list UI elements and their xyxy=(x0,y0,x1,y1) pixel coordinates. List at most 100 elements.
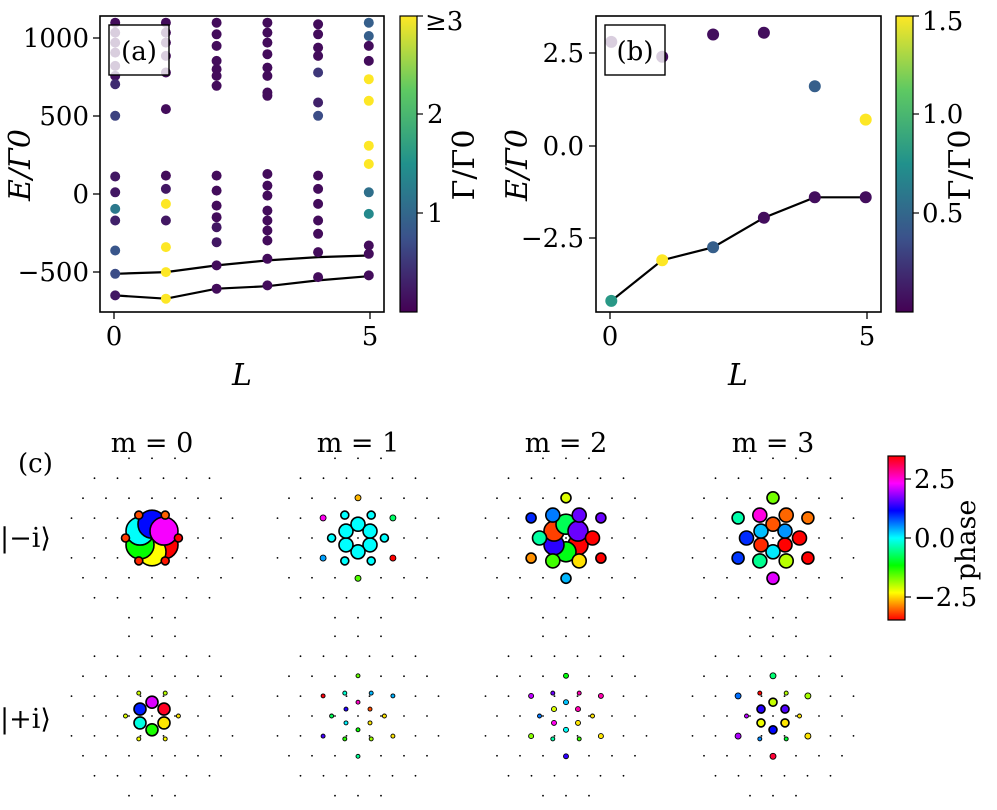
lattice-site xyxy=(576,695,579,697)
amplitude-marker xyxy=(563,753,569,760)
lattice-site xyxy=(645,695,648,697)
lattice-site xyxy=(795,715,797,717)
lattice-plus-m3 xyxy=(691,635,855,797)
amplitude-marker xyxy=(751,507,768,523)
column-title-m2: m = 2 xyxy=(525,428,608,459)
data-point xyxy=(363,95,374,106)
lattice-site xyxy=(368,774,371,777)
lattice-site xyxy=(714,695,717,697)
lattice-site xyxy=(174,497,176,500)
amplitude-marker xyxy=(368,690,374,696)
data-point xyxy=(211,170,222,181)
amplitude-marker xyxy=(780,704,790,714)
amplitude-marker xyxy=(801,551,815,565)
lattice-site xyxy=(93,695,96,697)
data-point xyxy=(313,272,324,283)
lattice-site xyxy=(368,695,371,697)
colorbar-b-label: Γ/Γ0 xyxy=(943,130,978,201)
lattice-site xyxy=(496,537,498,539)
y-tick-label: −500 xyxy=(18,258,89,288)
lattice-site xyxy=(714,517,717,519)
amplitude-marker xyxy=(134,510,144,520)
lattice-site xyxy=(93,774,96,777)
lattice-site xyxy=(231,557,234,559)
lattice-site xyxy=(380,754,382,757)
amplitude-marker xyxy=(320,733,326,739)
colorbar-a-tick: 2 xyxy=(427,100,444,130)
amplitude-marker xyxy=(157,716,171,730)
lattice-site xyxy=(299,774,302,777)
data-point xyxy=(262,235,273,246)
amplitude-marker xyxy=(575,719,581,726)
lattice-site xyxy=(174,576,176,579)
lattice-site xyxy=(70,557,73,559)
lattice-site xyxy=(714,477,717,480)
lattice-site xyxy=(588,616,590,619)
row-label-minus: |−i⟩ xyxy=(0,523,51,554)
lattice-site xyxy=(852,557,855,559)
lattice-site xyxy=(588,457,590,460)
amplitude-marker xyxy=(162,690,168,696)
data-point xyxy=(110,203,121,214)
lattice-site xyxy=(553,477,556,480)
lattice-site xyxy=(208,517,211,519)
lattice-site xyxy=(703,537,705,539)
x-tick-label: 0 xyxy=(106,322,123,352)
amplitude-marker xyxy=(576,690,582,696)
amplitude-marker xyxy=(133,702,147,716)
panel-b-yticks: 2.5 0.0 −2.5 xyxy=(521,39,596,254)
lattice-site xyxy=(426,497,428,500)
amplitude-marker xyxy=(173,533,184,543)
data-point xyxy=(262,253,273,264)
lattice-site xyxy=(437,557,440,559)
lattice-site xyxy=(426,754,428,757)
lattice-site xyxy=(772,794,774,797)
lattice-site xyxy=(185,695,188,697)
amplitude-marker xyxy=(120,533,131,543)
lattice-site xyxy=(519,537,521,539)
lattice-site xyxy=(565,537,567,539)
amplitude-marker xyxy=(769,672,777,680)
lattice-site xyxy=(588,576,590,579)
lattice-site xyxy=(519,675,521,678)
lattice-site xyxy=(622,517,625,519)
amplitude-marker xyxy=(563,699,569,706)
lattice-site xyxy=(542,754,544,757)
amplitude-marker xyxy=(145,695,159,710)
lattice-site xyxy=(116,557,119,559)
data-point xyxy=(363,270,374,281)
y-tick-label: 0.0 xyxy=(543,132,584,162)
amplitude-marker xyxy=(368,736,374,742)
lattice-site xyxy=(645,557,648,559)
amplitude-marker xyxy=(175,713,181,719)
lattice-site xyxy=(345,596,348,599)
data-point xyxy=(313,228,324,239)
amplitude-marker xyxy=(525,552,537,564)
data-point xyxy=(211,80,222,91)
lattice-site xyxy=(128,715,130,717)
amplitude-marker xyxy=(590,713,595,719)
lattice-site xyxy=(772,457,774,460)
lattice-site xyxy=(542,794,544,797)
lattice-site xyxy=(484,695,487,697)
lattice-site xyxy=(380,616,382,619)
lattice-site xyxy=(116,655,119,658)
lattice-site xyxy=(507,557,510,559)
lattice-site xyxy=(622,596,625,599)
lattice-site xyxy=(829,557,832,559)
amplitude-marker xyxy=(326,533,337,543)
lattice-site xyxy=(749,754,751,757)
lattice-site xyxy=(151,715,153,717)
lattice-site xyxy=(288,675,290,678)
panel-b-xticks: 0 5 xyxy=(602,312,875,352)
lattice-site xyxy=(368,735,371,737)
amplitude-marker xyxy=(389,554,397,562)
data-point xyxy=(262,205,273,216)
lattice-site xyxy=(334,675,336,678)
amplitude-marker xyxy=(338,537,354,553)
lattice-minus-m2 xyxy=(484,457,648,619)
lattice-site xyxy=(334,794,336,797)
lattice-site xyxy=(380,576,382,579)
lattice-site xyxy=(197,537,199,539)
lattice-site xyxy=(599,655,602,658)
